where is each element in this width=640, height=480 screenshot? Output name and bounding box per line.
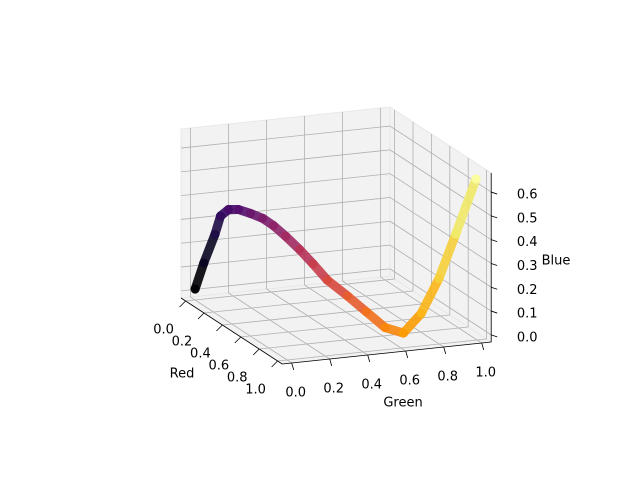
x-tick — [271, 360, 278, 368]
back-pane — [180, 106, 391, 299]
z-tick — [491, 239, 498, 243]
grid-line — [180, 244, 391, 268]
grid-line — [342, 280, 444, 348]
point — [224, 204, 234, 214]
x-tick-label: 0.6 — [208, 359, 229, 374]
grid-line — [180, 149, 391, 173]
curve-segment — [199, 230, 220, 268]
y-tick — [481, 342, 485, 351]
x-tick — [179, 300, 186, 308]
z-tick-label: 0.0 — [517, 330, 538, 345]
point — [471, 174, 481, 184]
y-tick — [405, 350, 409, 359]
point — [398, 328, 408, 338]
z-tick-label: 0.4 — [517, 235, 538, 250]
grid-line — [259, 326, 469, 350]
curve-segment — [434, 229, 461, 284]
z-tick — [491, 191, 498, 195]
z-tick-label: 0.6 — [517, 188, 538, 203]
point — [380, 323, 390, 333]
grid-line — [180, 125, 391, 149]
point — [216, 211, 226, 221]
point — [451, 229, 461, 239]
z-tick-label: 0.3 — [517, 259, 538, 274]
point — [322, 275, 332, 285]
grid-line — [203, 290, 414, 314]
point — [281, 231, 291, 241]
z-tick — [491, 310, 498, 314]
point — [210, 230, 220, 240]
panes — [179, 106, 493, 365]
z-tick-label: 0.1 — [517, 307, 538, 322]
y-tick — [291, 362, 295, 371]
z-tick — [491, 215, 498, 219]
x-axis-label: Red — [170, 367, 195, 382]
x-tick-label: 0.8 — [227, 371, 248, 386]
y-tick-label: 0.8 — [437, 370, 458, 385]
grid-line — [266, 288, 368, 356]
point — [233, 204, 243, 214]
z-tick-label: 0.2 — [517, 283, 538, 298]
grid-line — [389, 268, 492, 336]
point — [269, 221, 279, 231]
x-tick — [252, 348, 260, 356]
y-tick-label: 0.2 — [323, 382, 344, 397]
point — [434, 274, 444, 284]
x-tick — [234, 336, 242, 344]
y-axis-line — [282, 341, 492, 365]
grid-line — [389, 197, 492, 264]
z-tick-label: 0.5 — [517, 211, 538, 226]
grid-line — [185, 278, 395, 302]
grid-line — [304, 284, 406, 352]
grid-line — [180, 268, 391, 292]
x-tick-label: 0.4 — [190, 347, 211, 362]
grid-line — [222, 302, 432, 326]
grid-line — [389, 220, 492, 288]
z-tick — [491, 334, 498, 338]
y-tick — [443, 346, 447, 355]
grid-line — [180, 173, 391, 197]
y-axis-label: Green — [383, 396, 422, 411]
point — [308, 259, 318, 269]
z-axis-label: Blue — [542, 254, 571, 269]
curve — [190, 174, 481, 338]
point — [245, 208, 255, 218]
y-tick-label: 1.0 — [475, 366, 496, 381]
point — [416, 308, 426, 318]
point — [295, 245, 305, 255]
z-tick — [491, 286, 498, 290]
y-tick-label: 0.0 — [285, 386, 306, 401]
point — [361, 307, 371, 317]
x-tick-label: 0.2 — [172, 335, 193, 350]
x-tick-label: 1.0 — [245, 383, 266, 398]
y-tick — [367, 354, 371, 363]
grid-line — [389, 149, 492, 217]
curve-segment — [451, 174, 481, 239]
x-axis-line — [180, 297, 283, 365]
point — [199, 258, 209, 268]
curve-segment — [190, 258, 209, 294]
x-tick-label: 0.0 — [153, 323, 174, 338]
grid-line — [389, 173, 492, 240]
x-tick — [197, 312, 205, 320]
grid-line — [277, 338, 487, 362]
curve-segment — [416, 274, 444, 318]
y-tick — [329, 358, 333, 367]
grid-line — [190, 296, 292, 364]
point — [258, 213, 268, 223]
z-tick — [491, 263, 498, 266]
grid-line — [380, 276, 482, 344]
point — [190, 284, 200, 294]
x-tick — [216, 324, 223, 332]
grid-line — [180, 197, 391, 220]
y-tick-label: 0.4 — [361, 378, 382, 393]
point — [342, 291, 352, 301]
grid-line — [228, 292, 330, 360]
axes: 0.00.20.40.60.81.0 0.0 0.2 0.4 0.6 0.8 1.00.00… — [153, 173, 538, 401]
y-tick-label: 0.6 — [399, 374, 420, 389]
